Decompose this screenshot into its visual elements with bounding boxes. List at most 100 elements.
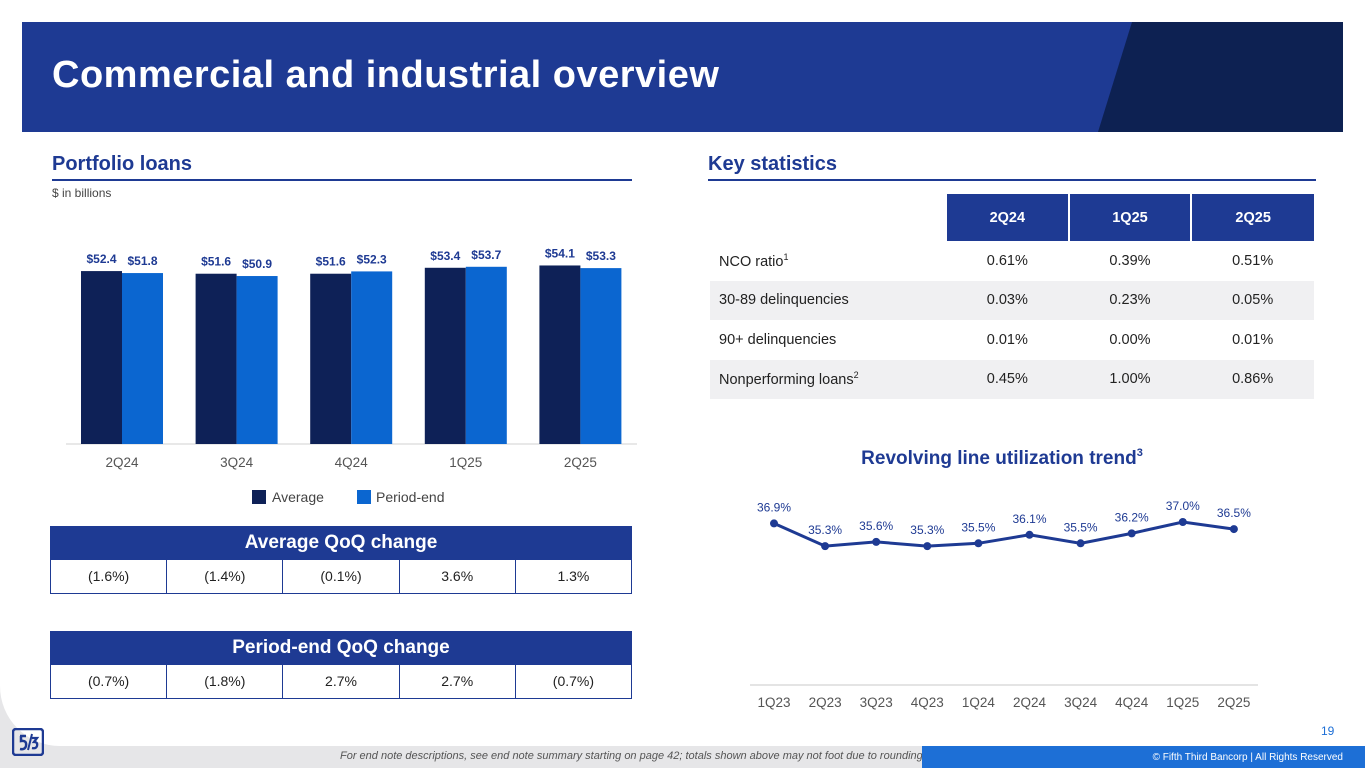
key-stats-title: Key statistics <box>708 153 837 175</box>
bar-data-label: $53.4 <box>430 249 460 263</box>
line-x-tick: 4Q23 <box>911 695 944 710</box>
portfolio-title: Portfolio loans <box>52 153 192 175</box>
average-qoq-cell: (1.4%) <box>166 560 282 593</box>
table-cell: 1.00% <box>1068 359 1192 399</box>
average-qoq-cell: 3.6% <box>398 560 515 593</box>
table-cell: 0.03% <box>946 280 1069 320</box>
copyright: © Fifth Third Bancorp | All Rights Reser… <box>1152 752 1343 763</box>
bar-average <box>310 273 352 444</box>
bar-data-label: $53.7 <box>471 248 501 262</box>
utilization-point <box>821 542 830 551</box>
page-title: Commercial and industrial overview <box>52 54 720 96</box>
row-label: 90+ delinquencies <box>719 331 837 348</box>
line-x-tick: 1Q25 <box>1166 695 1199 710</box>
utilization-label: 36.1% <box>1012 512 1046 526</box>
utilization-point <box>1076 539 1085 548</box>
bar-data-label: $54.1 <box>545 246 575 260</box>
table-row: NCO ratio1 0.61% 0.39% 0.51% <box>710 241 1314 281</box>
table-cell: 0.51% <box>1232 252 1274 269</box>
bar-data-label: $51.6 <box>201 255 231 269</box>
period-end-qoq-cell: (0.7%) <box>514 665 631 698</box>
utilization-label: 37.0% <box>1166 499 1200 513</box>
bar-period-end <box>351 271 393 444</box>
row-label: Nonperforming loans2 <box>710 359 946 399</box>
bar-category-label: 2Q24 <box>105 455 139 470</box>
line-x-tick: 1Q23 <box>757 695 790 710</box>
table-row: Nonperforming loans2 0.45% 1.00% 0.86% <box>710 359 1314 399</box>
key-stats-table: 2Q24 1Q25 2Q25 NCO ratio1 0.61% 0.39% 0.… <box>710 194 1314 399</box>
line-x-tick: 2Q25 <box>1217 695 1250 710</box>
bar-category-label: 2Q25 <box>564 455 597 470</box>
line-x-tick: 2Q24 <box>1013 695 1047 710</box>
key-stats-rule <box>708 179 1316 181</box>
legend-average-label: Average <box>272 489 324 505</box>
bar-data-label: $53.3 <box>586 249 616 263</box>
utilization-label: 35.5% <box>1064 520 1098 534</box>
row-label: 30-89 delinquencies <box>710 280 946 320</box>
portfolio-bar-chart: $52.4 $51.8 2Q24 $51.6 $50.9 3Q24 $51.6 $52.3 4Q… <box>66 246 637 505</box>
average-qoq-row: (1.6%) (1.4%) (0.1%) 3.6% 1.3% <box>50 560 632 594</box>
utilization-label: 35.3% <box>910 523 944 537</box>
line-x-tick: 3Q24 <box>1064 695 1098 710</box>
utilization-point <box>1025 530 1034 539</box>
bar-average <box>539 265 581 444</box>
utilization-point <box>923 542 932 551</box>
bar-period-end <box>580 268 622 444</box>
table-cell: 0.39% <box>1109 252 1151 269</box>
period-end-qoq-header: Period-end QoQ change <box>50 631 632 665</box>
page-number: 19 <box>1321 724 1335 738</box>
average-qoq-cell: 1.3% <box>514 560 631 593</box>
bar-category-label: 4Q24 <box>335 455 369 470</box>
average-qoq-header: Average QoQ change <box>50 526 632 560</box>
period-end-qoq-cell: (1.8%) <box>166 665 282 698</box>
bar-data-label: $52.3 <box>357 252 387 266</box>
bar-category-label: 1Q25 <box>449 455 482 470</box>
bar-average <box>424 267 466 444</box>
bar-category-label: 3Q24 <box>220 455 254 470</box>
table-cell: 0.01% <box>1232 331 1274 348</box>
average-qoq-cell: (0.1%) <box>282 560 398 593</box>
line-chart-title: Revolving line utilization trend3 <box>861 447 1143 469</box>
line-x-tick: 2Q23 <box>809 695 842 710</box>
bar-average <box>81 271 122 444</box>
utilization-point <box>1229 525 1238 534</box>
utilization-point <box>974 539 983 548</box>
unit-note: $ in billions <box>52 186 112 200</box>
period-end-qoq-row: (0.7%) (1.8%) 2.7% 2.7% (0.7%) <box>50 665 632 699</box>
legend-average-swatch <box>252 490 266 504</box>
table-cell: 0.01% <box>986 331 1028 348</box>
table-cell: 0.00% <box>1109 331 1151 348</box>
line-x-tick: 3Q23 <box>860 695 893 710</box>
period-end-qoq-cell: 2.7% <box>282 665 398 698</box>
table-cell: 0.23% <box>1068 280 1192 320</box>
header-banner <box>22 22 1343 132</box>
fifth-third-logo-icon <box>12 728 44 756</box>
row-label: NCO ratio1 <box>719 251 789 270</box>
bar-data-label: $51.6 <box>316 255 346 269</box>
utilization-point <box>1178 518 1187 526</box>
utilization-label: 35.5% <box>961 520 995 534</box>
bar-period-end <box>236 276 278 444</box>
utilization-line <box>773 520 1235 548</box>
utilization-label: 36.2% <box>1115 510 1149 524</box>
footer-note: For end note descriptions, see end note … <box>340 750 923 762</box>
line-chart-title-sup: 3 <box>1137 447 1143 459</box>
period-end-qoq-cell: (0.7%) <box>87 673 130 689</box>
footer-bar <box>922 746 1365 768</box>
table-cell: 0.05% <box>1191 280 1314 320</box>
legend-period-end-label: Period-end <box>376 489 445 505</box>
col-header: 1Q25 <box>1067 194 1192 241</box>
utilization-point <box>770 519 778 528</box>
table-cell: 0.45% <box>946 359 1069 399</box>
utilization-point <box>1127 529 1136 538</box>
average-qoq-cell: (1.6%) <box>87 568 130 584</box>
bar-period-end <box>465 266 507 444</box>
utilization-line-chart: Revolving line utilization trend3 36.9% 1Q… <box>750 447 1258 710</box>
bar-average <box>195 273 237 444</box>
bar-data-label: $52.4 <box>86 252 116 266</box>
line-x-tick: 1Q24 <box>962 695 996 710</box>
utilization-label: 36.5% <box>1217 506 1251 520</box>
legend-period-end-swatch <box>357 490 371 504</box>
table-cell: 0.86% <box>1191 359 1314 399</box>
